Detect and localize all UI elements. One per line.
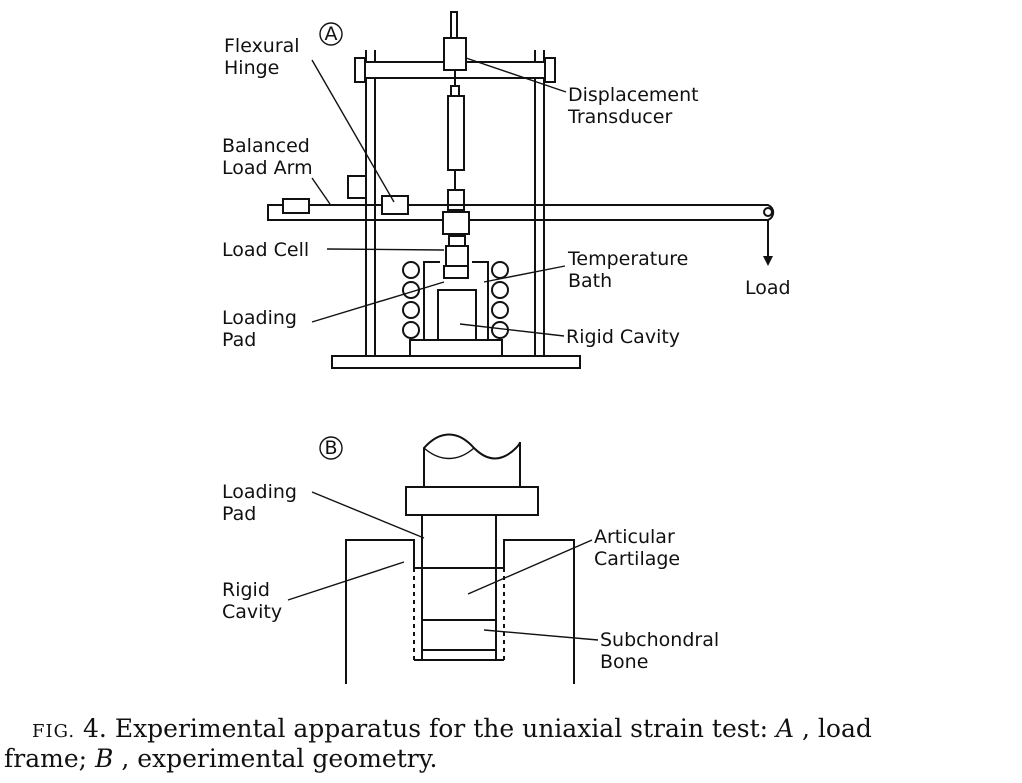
flexural-hinge-label-1: Flexural	[224, 35, 300, 57]
loading-rod	[423, 433, 521, 487]
panel-b-marker: B	[319, 436, 343, 460]
balanced-load-arm-label-2: Load Arm	[222, 157, 313, 179]
b-loading-pad-label-2: Pad	[222, 503, 256, 525]
svg-text:FIG. 4. Experimental app: FIG. 4. Experimental apparatus for the u…	[32, 714, 872, 743]
caption-fig-label: FIG.	[32, 721, 75, 742]
rigid-cavity-label: Rigid Cavity	[566, 326, 680, 348]
caption-line1: 4. Experimental apparatus for the uniaxi…	[83, 714, 776, 743]
caption-line2-end: , experimental geometry.	[121, 744, 437, 773]
temperature-bath-label-2: Bath	[568, 270, 612, 292]
panel-b-geometry: B Loading P	[222, 433, 719, 684]
caption-line2-start: frame;	[4, 744, 95, 773]
balanced-load-arm	[267, 175, 775, 221]
transducer-rod	[447, 70, 465, 211]
b-rigid-cavity-label-2: Cavity	[222, 601, 282, 623]
load-cell-label: Load Cell	[222, 239, 309, 261]
figure-caption: FIG. 4. Experimental apparatus for the u…	[4, 714, 872, 773]
balanced-load-arm-label-1: Balanced	[222, 135, 310, 157]
displacement-transducer-label-2: Transducer	[567, 106, 672, 128]
load-label: Load	[745, 277, 791, 299]
loading-collar	[405, 486, 539, 516]
b-subchondral-bone-label-1: Subchondral	[600, 629, 719, 651]
panel-a-load-frame: A Flexural Hinge Displacement Transducer…	[222, 11, 791, 369]
subchondral-bone	[421, 619, 497, 661]
rigid-cavity-walls	[345, 539, 575, 684]
svg-text:B: B	[324, 437, 337, 459]
base-plate	[331, 355, 581, 369]
loading-pad-label-1: Loading	[222, 307, 297, 329]
b-articular-cartilage-label-2: Cartilage	[594, 548, 680, 570]
articular-cartilage	[421, 567, 497, 621]
panel-a-marker: A	[319, 22, 343, 46]
svg-text:frame; B , experi: frame; B , experimental geometry.	[4, 744, 437, 773]
b-subchondral-bone-label-2: Bone	[600, 651, 648, 673]
b-rigid-cavity-label-1: Rigid	[222, 579, 270, 601]
displacement-transducer	[443, 11, 467, 71]
rigid-cavity	[409, 289, 503, 357]
caption-a: A	[774, 714, 794, 743]
loading-pad	[421, 514, 497, 569]
panel-b-leader-lines	[287, 491, 599, 641]
temperature-bath-label-1: Temperature	[567, 248, 688, 270]
load-arrow	[763, 220, 773, 266]
b-articular-cartilage-label-1: Articular	[594, 526, 675, 548]
load-cell	[442, 211, 470, 279]
caption-b: B	[94, 744, 113, 773]
panel-a-leader-lines	[311, 57, 567, 337]
svg-text:A: A	[325, 23, 338, 45]
caption-line1-end: , load	[802, 714, 872, 743]
flexural-hinge-label-2: Hinge	[224, 57, 279, 79]
loading-pad-label-2: Pad	[222, 329, 256, 351]
b-loading-pad-label-1: Loading	[222, 481, 297, 503]
temperature-bath	[402, 261, 509, 340]
displacement-transducer-label-1: Displacement	[568, 84, 699, 106]
